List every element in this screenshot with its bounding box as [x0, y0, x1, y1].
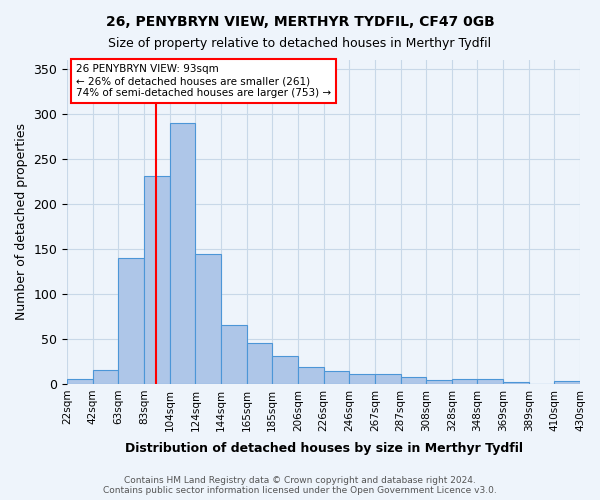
Text: 26 PENYBRYN VIEW: 93sqm
← 26% of detached houses are smaller (261)
74% of semi-d: 26 PENYBRYN VIEW: 93sqm ← 26% of detache… — [76, 64, 331, 98]
X-axis label: Distribution of detached houses by size in Merthyr Tydfil: Distribution of detached houses by size … — [125, 442, 523, 455]
Bar — [554, 381, 580, 384]
Bar — [452, 380, 478, 384]
Bar — [247, 342, 272, 384]
Bar — [67, 380, 93, 384]
Bar — [298, 367, 323, 384]
Bar — [401, 376, 426, 384]
Bar — [478, 380, 503, 384]
Y-axis label: Number of detached properties: Number of detached properties — [15, 124, 28, 320]
Bar — [426, 380, 452, 384]
Bar — [196, 254, 221, 384]
Bar — [93, 370, 118, 384]
Bar — [503, 382, 529, 384]
Bar — [375, 374, 401, 384]
Bar — [323, 372, 349, 384]
Bar — [221, 324, 247, 384]
Text: Size of property relative to detached houses in Merthyr Tydfil: Size of property relative to detached ho… — [109, 38, 491, 51]
Text: 26, PENYBRYN VIEW, MERTHYR TYDFIL, CF47 0GB: 26, PENYBRYN VIEW, MERTHYR TYDFIL, CF47 … — [106, 15, 494, 29]
Bar — [272, 356, 298, 384]
Bar — [170, 123, 196, 384]
Bar — [349, 374, 375, 384]
Bar — [144, 176, 170, 384]
Text: Contains HM Land Registry data © Crown copyright and database right 2024.
Contai: Contains HM Land Registry data © Crown c… — [103, 476, 497, 495]
Bar — [118, 258, 144, 384]
